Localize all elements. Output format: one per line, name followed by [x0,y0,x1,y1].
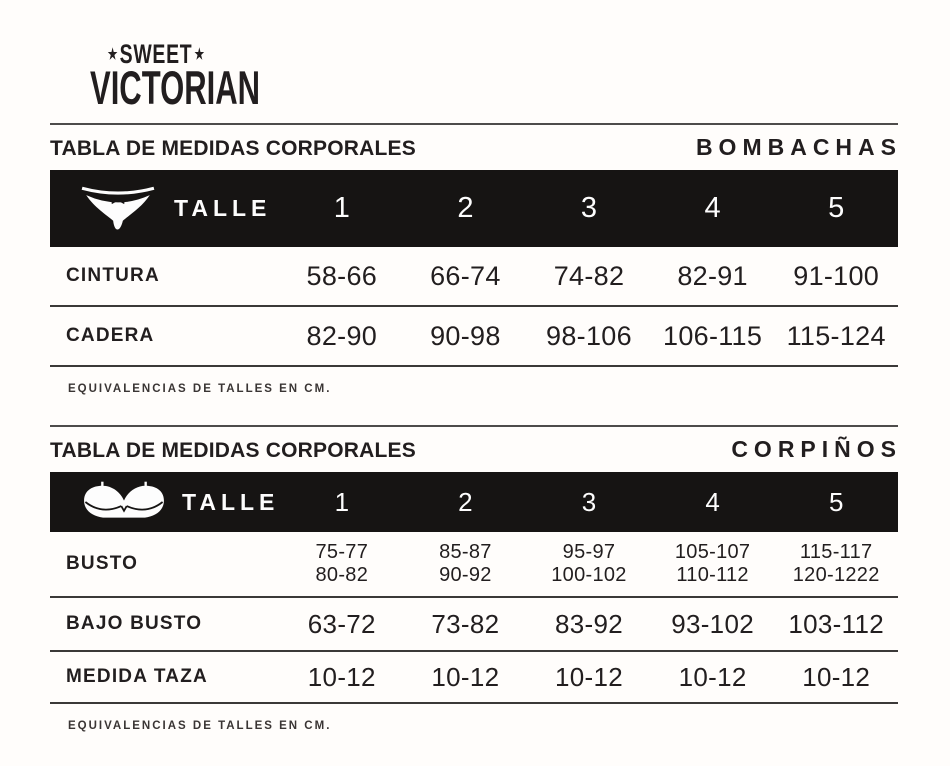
corpinos-header-label-cell: TALLE [50,479,280,525]
measurement-value-line: 95-97 [562,541,616,563]
size-label: TALLE [174,195,272,221]
measurement-value: 98-106 [546,320,632,351]
brand-logo: ★SWEET ★ VICTORIAN [56,40,261,114]
measurement-value: 10-12 [307,661,376,692]
measurement-value-line: 100-102 [551,564,627,586]
measurement-value: 83-92 [554,608,623,639]
brand-name-bottom: VICTORIAN [90,61,261,114]
size-column-header: 2 [457,192,474,224]
measurement-row-cintura: CINTURA 58-66 66-74 74-82 82-91 91-100 [50,247,898,307]
bombachas-header-label-cell: TALLE [50,181,280,237]
size-column-header: 4 [704,192,721,224]
table-title: TABLA DE MEDIDAS CORPORALES [50,137,416,160]
panty-icon [80,181,156,237]
corpinos-title-row: TABLA DE MEDIDAS CORPORALES CORPIÑOS [50,436,898,463]
row-label: CADERA [66,325,155,346]
measurement-row-bajo-busto: BAJO BUSTO 63-72 73-82 83-92 93-102 103-… [50,598,898,652]
measurement-value-line: 80-82 [315,564,369,586]
measurement-value: 75-77 80-82 [280,541,404,587]
measurement-value-line: 115-117 [799,541,873,563]
measurement-value: 58-66 [306,260,378,291]
measurement-value-line: 120-1222 [792,564,880,586]
bombachas-header-row: TALLE 1 2 3 4 5 [50,170,898,247]
measurement-value: 85-87 90-92 [404,541,528,587]
row-label: BUSTO [66,553,139,574]
size-column-header: 5 [828,192,845,224]
measurement-value: 103-112 [788,608,884,639]
measurement-value-line: 110-112 [676,564,749,586]
measurement-value: 10-12 [554,661,623,692]
size-label: TALLE [182,488,280,515]
measurement-value: 106-115 [663,320,763,351]
size-column-header: 5 [828,486,844,517]
measurement-value-line: 90-92 [439,564,492,586]
measurement-value: 10-12 [431,661,500,692]
measurement-value: 10-12 [802,661,871,692]
measurement-value-line: 75-77 [315,541,369,563]
measurement-value-line: 105-107 [674,541,751,563]
measurement-value: 93-102 [671,608,754,639]
star-icon: ★ [107,46,118,63]
divider [50,123,898,125]
measurement-value: 82-90 [306,320,378,351]
row-label: BAJO BUSTO [66,613,203,634]
size-column-header: 2 [458,486,473,517]
row-label: MEDIDA TAZA [66,666,208,687]
row-label: CINTURA [66,265,160,286]
measurement-value: 115-117 120-1222 [774,541,898,587]
footnote: EQUIVALENCIAS DE TALLES EN CM. [68,383,332,395]
divider [50,425,898,427]
size-column-header: 1 [334,486,350,517]
measurement-value: 95-97 100-102 [527,541,651,587]
measurement-value: 82-91 [677,260,748,291]
footnote: EQUIVALENCIAS DE TALLES EN CM. [68,720,332,732]
measurement-value: 74-82 [553,260,625,291]
size-column-header: 3 [580,192,598,224]
measurement-value: 66-74 [430,260,501,291]
measurement-value-line: 85-87 [439,541,492,563]
brand-name-top-text: SWEET [119,39,193,69]
star-icon: ★ [194,46,205,63]
measurement-value: 10-12 [678,661,747,692]
table-title: TABLA DE MEDIDAS CORPORALES [50,439,416,462]
size-column-header: 4 [705,486,720,517]
measurement-row-cadera: CADERA 82-90 90-98 98-106 106-115 115-12… [50,307,898,367]
measurement-row-busto: BUSTO 75-77 80-82 85-87 90-92 95-97 100-… [50,532,898,598]
bra-icon [80,479,168,525]
bombachas-title-row: TABLA DE MEDIDAS CORPORALES BOMBACHAS [50,134,898,161]
measurement-value: 63-72 [307,608,376,639]
measurement-value: 91-100 [793,260,880,291]
size-column-header: 1 [333,192,350,224]
measurement-value: 73-82 [431,608,500,639]
category-title: BOMBACHAS [695,134,902,160]
category-title: CORPIÑOS [731,436,902,462]
measurement-value: 105-107 110-112 [651,541,775,587]
corpinos-header-row: TALLE 1 2 3 4 5 [50,472,898,532]
measurement-value: 115-124 [786,320,886,351]
measurement-value: 90-98 [430,320,501,351]
measurement-row-medida-taza: MEDIDA TAZA 10-12 10-12 10-12 10-12 10-1… [50,652,898,704]
size-column-header: 3 [581,486,597,517]
brand-name-top: ★SWEET ★ [84,40,228,69]
